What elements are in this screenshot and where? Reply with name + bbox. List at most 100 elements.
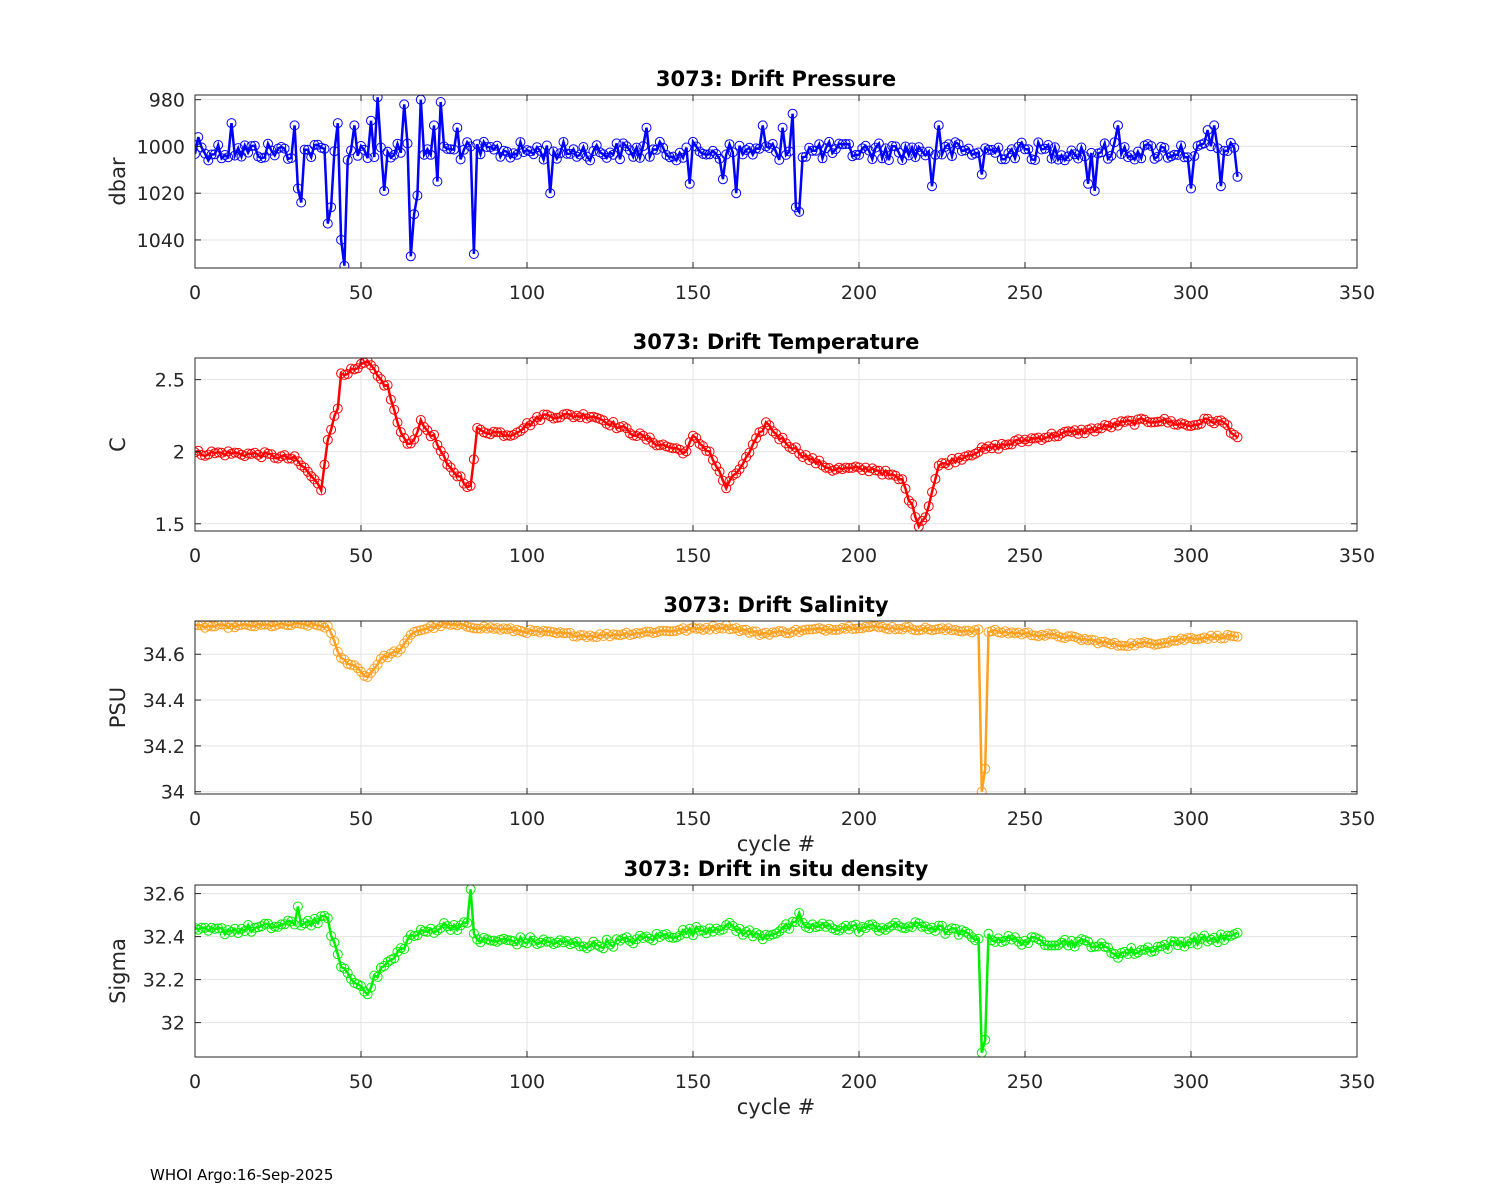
- data-point: [664, 932, 675, 943]
- data-point: [1033, 432, 1044, 443]
- x-axis-label: cycle #: [737, 1095, 816, 1119]
- data-point: [571, 151, 582, 162]
- data-point: [1109, 137, 1120, 148]
- data-point: [711, 461, 722, 472]
- data-point: [1212, 630, 1223, 641]
- data-point: [502, 430, 513, 441]
- data-point: [963, 450, 974, 461]
- data-point: [804, 142, 815, 153]
- data-point: [751, 143, 762, 154]
- data-point: [1023, 627, 1034, 638]
- data-point: [648, 935, 659, 946]
- data-point: [674, 147, 685, 158]
- data-point: [651, 929, 662, 939]
- data-point: [1073, 153, 1084, 164]
- data-point: [518, 423, 529, 434]
- data-point: [412, 427, 423, 438]
- data-point: [681, 142, 692, 153]
- data-point: [329, 636, 340, 647]
- data-point: [628, 430, 639, 441]
- data-point: [429, 927, 439, 938]
- axes-frame: [194, 884, 1358, 1058]
- data-point: [966, 627, 977, 638]
- data-point: [422, 926, 433, 937]
- data-point: [963, 928, 974, 939]
- data-point: [880, 143, 891, 154]
- data-point: [349, 660, 360, 671]
- data-point: [200, 922, 210, 933]
- data-point: [717, 174, 728, 185]
- data-point: [1106, 150, 1117, 161]
- data-point: [558, 628, 569, 639]
- data-point: [834, 138, 845, 149]
- data-point: [392, 138, 403, 149]
- data-point: [269, 150, 280, 161]
- x-tick-label: 0: [189, 808, 201, 830]
- x-tick-label: 150: [675, 545, 711, 567]
- data-point: [538, 154, 549, 165]
- data-point: [478, 621, 489, 632]
- data-point: [1046, 428, 1057, 439]
- data-point: [538, 625, 549, 636]
- data-point: [495, 427, 506, 438]
- data-point: [273, 621, 283, 630]
- data-point: [790, 917, 801, 928]
- data-point: [1053, 940, 1064, 951]
- data-point: [1020, 144, 1030, 155]
- data-point: [458, 478, 469, 489]
- data-point: [1136, 153, 1147, 164]
- data-point: [439, 141, 449, 152]
- data-point: [658, 625, 669, 636]
- data-point: [913, 918, 924, 929]
- y-tick-label: 32.4: [143, 927, 185, 949]
- y-axis-label: PSU: [106, 687, 130, 728]
- data-point: [1006, 934, 1017, 945]
- data-point: [910, 625, 921, 636]
- data-point: [538, 934, 549, 945]
- data-point: [455, 920, 466, 931]
- data-point: [289, 120, 300, 131]
- data-point: [910, 152, 921, 163]
- data-point: [930, 624, 941, 635]
- data-point: [243, 147, 254, 158]
- data-point: [933, 120, 944, 131]
- data-point: [973, 933, 984, 944]
- data-point: [844, 139, 854, 150]
- data-point: [1232, 631, 1243, 642]
- x-tick-label: 300: [1173, 545, 1209, 567]
- data-point: [1089, 635, 1100, 646]
- data-point: [342, 155, 353, 165]
- data-point: [691, 922, 702, 932]
- data-point: [196, 922, 207, 933]
- data-point: [830, 144, 841, 155]
- data-point: [555, 412, 566, 423]
- data-point: [605, 147, 615, 158]
- chart-panel-2: 0 50 100 150 200 250 300 350 34 34.2 34.4 34.6 3073:…: [106, 593, 1375, 856]
- data-point: [1020, 628, 1030, 638]
- data-point: [565, 409, 576, 420]
- data-layer: [195, 95, 1243, 268]
- data-point: [289, 621, 300, 629]
- y-tick-label: 1020: [137, 183, 185, 205]
- data-point: [581, 151, 592, 162]
- data-point: [1039, 143, 1050, 154]
- x-tick-label: 300: [1173, 282, 1209, 304]
- data-point: [1136, 945, 1147, 955]
- data-point: [216, 447, 227, 458]
- data-point: [727, 921, 738, 931]
- data-point: [864, 466, 874, 477]
- data-point: [203, 925, 214, 936]
- x-tick-label: 250: [1007, 545, 1043, 567]
- data-point: [286, 153, 297, 163]
- data-point: [797, 152, 808, 163]
- data-point: [312, 478, 323, 489]
- data-point: [326, 202, 337, 213]
- data-point: [754, 143, 765, 154]
- data-point: [864, 920, 874, 930]
- data-point: [322, 218, 333, 229]
- data-point: [864, 145, 874, 156]
- data-point: [1083, 635, 1094, 646]
- data-point: [681, 446, 692, 457]
- data-point: [624, 428, 635, 439]
- data-point: [1146, 417, 1157, 428]
